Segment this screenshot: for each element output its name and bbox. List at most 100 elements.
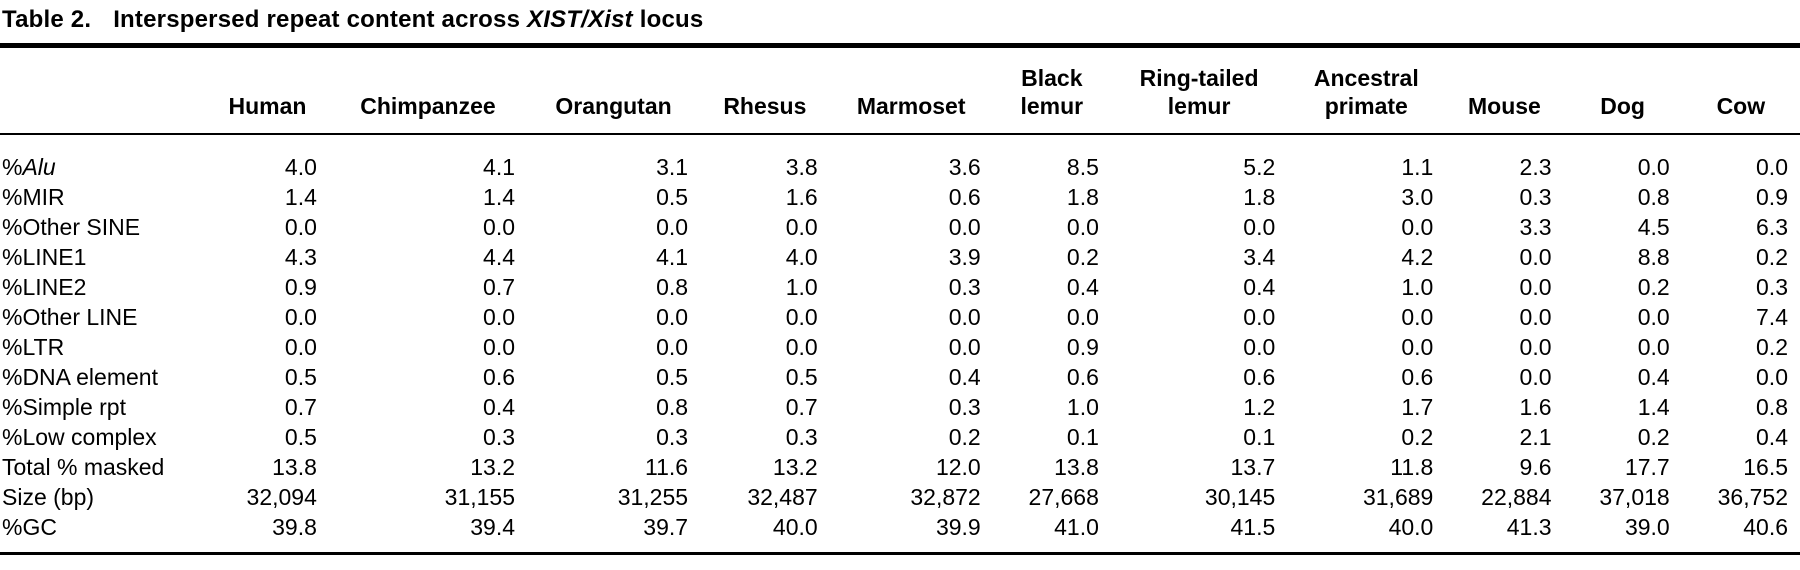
cell-value: 0.0 <box>1637 334 1670 361</box>
cell-value: 1.4 <box>284 184 317 211</box>
cell-value: 3.8 <box>785 154 818 181</box>
cell-value: 0.0 <box>656 304 689 331</box>
cell-value: 1.6 <box>785 184 818 211</box>
cell-value: 3.0 <box>1401 184 1434 211</box>
cell-value: 13.7 <box>1230 454 1276 481</box>
cell-value: 0.6 <box>1401 364 1434 391</box>
cell-value: 13.8 <box>272 454 317 481</box>
cell-value: 0.2 <box>1756 334 1788 361</box>
column-header: Black lemur <box>992 48 1111 136</box>
row-label-segment: % <box>2 154 23 181</box>
row-label-segment: %Low complex <box>2 424 157 451</box>
column-header: Mouse <box>1445 48 1564 136</box>
cell-value: 4.1 <box>483 154 516 181</box>
row-label: %Other LINE <box>0 302 206 332</box>
corner-header <box>0 48 206 136</box>
cell-value: 41.5 <box>1230 514 1276 541</box>
table-row: Size (bp) 32,094 31,155 31,255 32,487 32,872 2… <box>0 482 1800 512</box>
cell-value: 3.6 <box>948 154 981 181</box>
cell-value: 1.6 <box>1519 394 1552 421</box>
cell-value: 0.5 <box>785 364 818 391</box>
cell-value: 0.0 <box>1066 304 1099 331</box>
cell-value: 32,094 <box>246 484 317 511</box>
table-number: Table 2. <box>2 6 92 33</box>
table-row: %Alu 4.0 4.1 3.1 3.8 3.6 8.5 5.2 1.1 2.3 0.0 0.0 <box>0 134 1800 182</box>
cell-value: 41.3 <box>1506 514 1552 541</box>
row-label-italic-segment: Alu <box>22 154 56 181</box>
cell-value: 0.2 <box>1066 244 1099 271</box>
cell-value: 0.0 <box>483 304 516 331</box>
cell-value: 12.0 <box>935 454 981 481</box>
cell-value: 0.0 <box>785 214 818 241</box>
cell-value: 39.4 <box>470 514 516 541</box>
cell-value: 0.0 <box>948 214 981 241</box>
cell-value: 13.2 <box>470 454 516 481</box>
cell-value: 0.7 <box>785 394 818 421</box>
cell-value: 41.0 <box>1054 514 1099 541</box>
table-row: %Simple rpt 0.7 0.4 0.8 0.7 0.3 1.0 1.2 1.7 1.6 1.… <box>0 392 1800 422</box>
cell-value: 0.7 <box>284 394 317 421</box>
row-label-segment: %GC <box>2 514 57 541</box>
cell-value: 0.0 <box>785 304 818 331</box>
cell-value: 0.0 <box>1066 214 1099 241</box>
cell-value: 0.0 <box>948 304 981 331</box>
cell-value: 0.0 <box>1519 274 1552 301</box>
cell-value: 6.3 <box>1756 214 1788 241</box>
cell-value: 0.2 <box>1756 244 1788 271</box>
cell-value: 5.2 <box>1243 154 1276 181</box>
cell-value: 0.8 <box>1756 394 1788 421</box>
cell-value: 0.4 <box>1066 274 1099 301</box>
cell-value: 13.8 <box>1054 454 1099 481</box>
cell-value: 2.1 <box>1519 424 1552 451</box>
row-label-segment: %LINE1 <box>2 244 87 271</box>
cell-value: 0.6 <box>1243 364 1276 391</box>
cell-value: 0.0 <box>1756 364 1788 391</box>
cell-value: 0.0 <box>1756 154 1788 181</box>
table-row: %LINE2 0.9 0.7 0.8 1.0 0.3 0.4 0.4 1.0 0.0 0.2 0.3 <box>0 272 1800 302</box>
column-header: Ancestral primate <box>1287 48 1446 136</box>
cell-value: 17.7 <box>1624 454 1670 481</box>
table-row: %GC 39.8 39.4 39.7 40.0 39.9 41.0 41.5 40.0 41.3 3… <box>0 512 1800 554</box>
cell-value: 3.4 <box>1243 244 1276 271</box>
cell-value: 4.0 <box>785 244 818 271</box>
cell-value: 0.4 <box>948 364 981 391</box>
cell-value: 0.0 <box>1637 154 1670 181</box>
cell-value: 0.0 <box>1401 334 1434 361</box>
cell-value: 4.2 <box>1401 244 1434 271</box>
row-label-segment: %LTR <box>2 334 65 361</box>
column-header: Marmoset <box>829 48 993 136</box>
row-label: %Simple rpt <box>0 392 206 422</box>
caption-text-before: Interspersed repeat content across <box>113 6 528 33</box>
cell-value: 0.2 <box>1401 424 1434 451</box>
cell-value: 0.3 <box>785 424 818 451</box>
cell-value: 0.0 <box>785 334 818 361</box>
cell-value: 0.9 <box>1066 334 1099 361</box>
row-label: %LINE2 <box>0 272 206 302</box>
cell-value: 0.0 <box>1243 334 1276 361</box>
table-row: %Other LINE 0.0 0.0 0.0 0.0 0.0 0.0 0.0 0.0 0.0 0.… <box>0 302 1800 332</box>
cell-value: 0.1 <box>1066 424 1099 451</box>
row-label: %DNA element <box>0 362 206 392</box>
cell-value: 0.0 <box>1401 304 1434 331</box>
row-label: %LTR <box>0 332 206 362</box>
cell-value: 8.8 <box>1637 244 1670 271</box>
cell-value: 16.5 <box>1743 454 1788 481</box>
cell-value: 1.7 <box>1401 394 1434 421</box>
cell-value: 0.7 <box>483 274 516 301</box>
cell-value: 0.0 <box>948 334 981 361</box>
cell-value: 3.9 <box>948 244 981 271</box>
cell-value: 0.3 <box>483 424 516 451</box>
cell-value: 0.0 <box>1519 304 1552 331</box>
cell-value: 0.0 <box>284 304 317 331</box>
cell-value: 0.4 <box>1243 274 1276 301</box>
table-row: %Low complex 0.5 0.3 0.3 0.3 0.2 0.1 0.1 0.2 2.1 0… <box>0 422 1800 452</box>
cell-value: 39.0 <box>1624 514 1670 541</box>
cell-value: 0.3 <box>656 424 689 451</box>
table-row: Total % masked 13.8 13.2 11.6 13.2 12.0 13.8 13… <box>0 452 1800 482</box>
cell-value: 4.4 <box>483 244 516 271</box>
table-body: %Alu 4.0 4.1 3.1 3.8 3.6 8.5 5.2 1.1 2.3 0.0 0.0 %MI… <box>0 134 1800 554</box>
cell-value: 1.0 <box>1066 394 1099 421</box>
table-row: %LINE1 4.3 4.4 4.1 4.0 3.9 0.2 3.4 4.2 0.0 8.8 0.2 <box>0 242 1800 272</box>
cell-value: 0.2 <box>948 424 981 451</box>
cell-value: 39.7 <box>643 514 689 541</box>
